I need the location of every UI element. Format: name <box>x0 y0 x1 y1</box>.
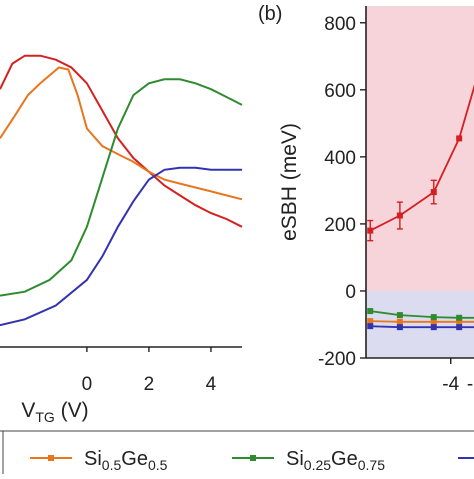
legend-label: Si0.25Ge0.75 <box>286 448 385 473</box>
panel-a-series-line-4 <box>0 166 242 327</box>
panel-b-y-tick-label: 600 <box>324 81 356 102</box>
data-point-marker <box>367 308 374 315</box>
data-point-marker <box>430 189 437 196</box>
data-point-marker <box>430 314 437 321</box>
panel-b-x-tick-label: -4 <box>442 374 459 395</box>
panel-b-y-tick-label: 800 <box>324 14 356 35</box>
positive-region-shading <box>366 6 474 291</box>
panel-label-b: (b) <box>258 3 282 25</box>
panel-a-series-line-1 <box>0 54 243 228</box>
data-point-marker <box>396 312 403 319</box>
legend-swatch-marker <box>250 455 256 461</box>
panel-b-y-axis-label: eSBH (meV) <box>278 123 301 241</box>
panel-b-y-tick-label: -200 <box>318 349 356 370</box>
panel-a: 0 2 4 VTG (V) <box>0 54 243 425</box>
panel-b: -200 0 200 400 600 800 -4- eSBH (meV) <box>278 6 474 395</box>
panel-a-x-axis-label: VTG (V) <box>21 399 88 425</box>
data-point-marker <box>396 324 403 331</box>
data-point-marker <box>456 324 463 331</box>
data-point-marker <box>367 323 374 330</box>
panel-b-series-line-3 <box>370 310 474 319</box>
panel-a-series-line-3 <box>0 78 243 297</box>
panel-b-y-tick-label: 400 <box>324 148 356 169</box>
data-point-marker <box>396 318 403 325</box>
panel-b-series-line-4 <box>370 325 474 329</box>
panel-a-x-tick-label: 4 <box>206 374 217 395</box>
data-point-marker <box>367 227 374 234</box>
data-point-marker <box>430 324 437 331</box>
panel-b-y-tick-label: 0 <box>345 282 356 303</box>
panel-b-series-line-2 <box>370 320 474 323</box>
data-point-marker <box>456 314 463 321</box>
panel-b-y-tick-label: 200 <box>324 215 356 236</box>
legend: Si0.5Ge0.5 Si0.25Ge0.75 <box>0 430 474 474</box>
data-point-marker <box>367 318 374 325</box>
panel-b-series-line-1 <box>369 84 474 232</box>
data-point-marker <box>430 318 437 325</box>
legend-swatch-marker <box>48 455 54 461</box>
data-point-marker <box>456 135 463 142</box>
data-point-marker <box>456 318 463 325</box>
negative-region-shading <box>366 290 474 358</box>
data-point-marker <box>396 212 403 219</box>
panel-b-x-tick-label-partial: - <box>467 374 473 395</box>
legend-label: Si0.5Ge0.5 <box>84 448 168 473</box>
panel-a-x-tick-label: 0 <box>82 374 93 395</box>
panel-a-x-tick-label: 2 <box>144 374 155 395</box>
panel-a-series-line-2 <box>0 66 243 201</box>
